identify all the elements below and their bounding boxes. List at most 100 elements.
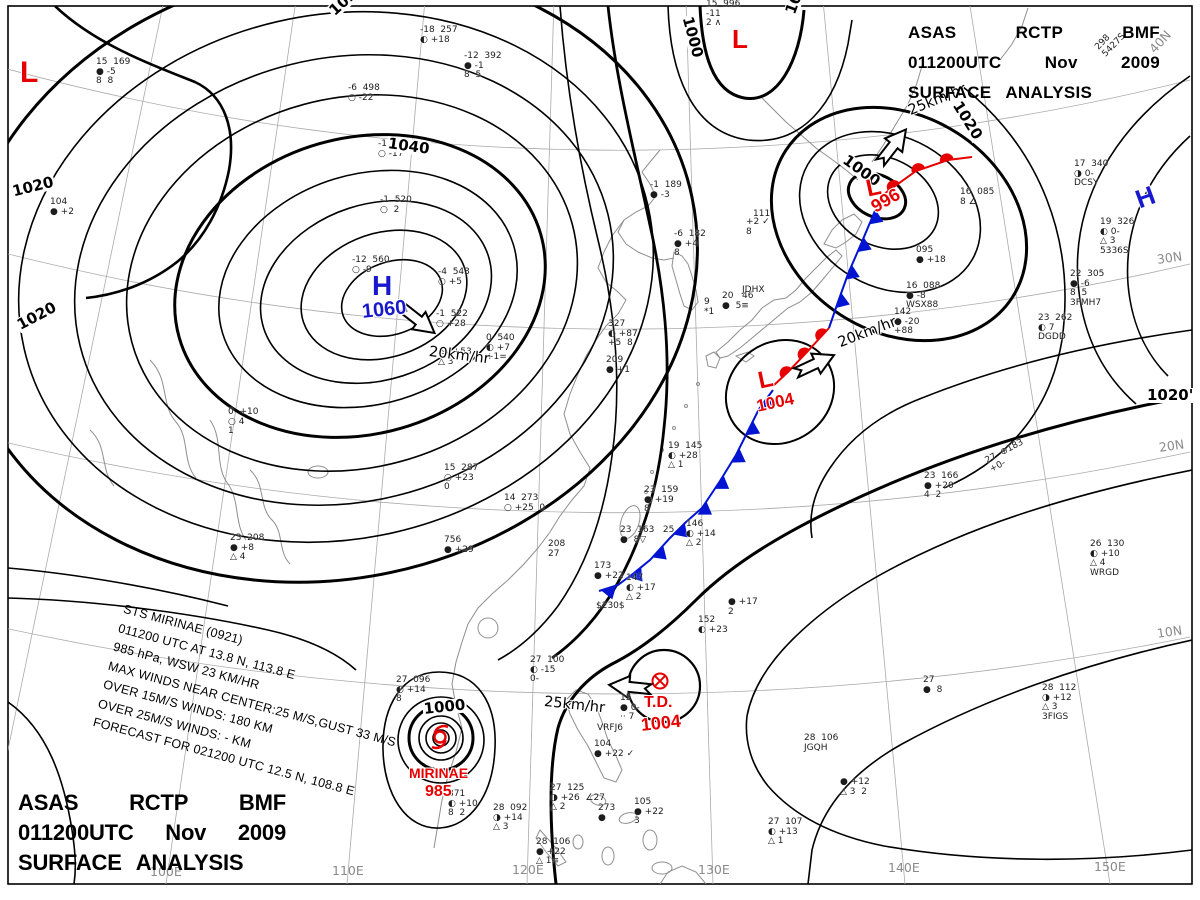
isobar-label: 1020' [1146,386,1195,404]
graticule-label: 140E [888,860,920,875]
pressure-value: 985 [425,783,452,800]
cold-front-triangle-icon [628,567,643,582]
station-plot: -12 560 ○ -9 [352,255,390,275]
station-plot: -18 257 ◐ +18 [420,25,458,45]
graticule-label: 130E [698,862,730,877]
station-plot: 871 ◐ +10 8 2 [448,789,478,818]
station-plot: 0 540 ◐ +7 +1= [486,333,515,362]
station-plot: 14 273 ○ +25 0 [504,493,546,513]
title-line: ASAS RCTP BMF [908,18,1160,48]
station-plot: 208 27 [548,539,566,559]
cold-front-triangle-icon [835,292,850,308]
station-plot: 105 ● +22 3 [634,797,664,826]
title-line: ASAS RCTP BMF [18,788,286,818]
title-token: RCTP [1015,23,1064,42]
station-plot: 9 *1 [704,297,715,317]
station-plot: 173 ● +22 [594,561,624,581]
title-token: 011200UTC [908,53,1002,72]
warm-front-semicircle-icon [939,153,954,163]
station-plot: 15 169 ● -5 8 8 [96,57,131,86]
cold-front-triangle-icon [714,475,730,489]
warm-front-semicircle-icon [911,163,926,173]
isobars [8,6,1192,884]
station-plot: 27 100 ◐ -15 0- [530,655,565,684]
title-token: ANALYSIS [135,850,244,875]
station-plot: -4 543 ○ +5 [438,267,470,287]
station-plot: 209 ● +1 [606,355,630,375]
title-token: BMF [238,790,286,815]
graticule-label: 150E [1094,859,1126,874]
title-token: ANALYSIS [1005,83,1093,102]
pressure-value: 1060 [360,296,408,323]
station-plot: 23 159 ● +19 8 [644,485,679,514]
title-token: 2009 [1120,53,1160,72]
cold-front-triangle-icon [869,209,884,225]
station-plot: 27 096 ◐ +14 8 [396,675,431,704]
station-plot: 104 ● +2 [50,197,74,217]
title-line: SURFACE ANALYSIS [908,78,1160,108]
graticule-lines [8,6,1191,884]
station-plot: 20 46 ● 5≡ [722,291,754,311]
title-token: ASAS [908,23,957,42]
station-plot: 273 ● [598,803,616,823]
cold-front [828,205,884,329]
pressure-center-mirinae: MIRINAE [409,765,469,781]
station-plot: 152 ◐ +23 [698,615,728,635]
station-plot: 15 ● 0- ·· 7 [620,693,640,722]
station-plot: 16 088 ● -8 WSX88 [906,281,941,310]
cold-front-triangle-icon [731,449,746,463]
movement-arrow-icon [873,127,908,169]
cold-front-triangle-icon [759,394,775,409]
warm-front [883,153,973,195]
station-plot: 23 163 25 ● 8▽ [620,525,675,545]
station-plot: 28 106 JGQH [804,733,839,753]
station-plot: 15 996 -11 2 ∧ [706,0,741,28]
station-plot: 756 ● +29 [444,535,474,555]
station-plot: 142 ● -20 +88 [894,307,920,336]
warm-front-semicircle-icon [886,180,900,192]
title-token: Nov [1044,53,1078,72]
pressure-center-h: H [372,270,393,301]
station-plot: 146 ◐ +14 △ 2 [686,519,716,548]
station-plot: 26 130 ◐ +10 △ 4 WRGD [1090,539,1125,578]
station-plot: +2 ✓ 8 [746,217,770,237]
title-line: SURFACE ANALYSIS [18,848,286,878]
station-plot: VRFJ6 [597,723,623,733]
graticule-label: 110E [332,863,364,878]
cold-front-triangle-icon [845,264,860,280]
station-plot: $230$ [596,601,625,611]
station-plot: 111 [753,209,771,219]
station-plot: 23 166 ● +20 4 2 [924,471,959,500]
storm-symbols [431,672,669,750]
station-plot: 27 107 ◐ +13 △ 1 [768,817,803,846]
title-token: BMF [1122,23,1160,42]
cold-front-triangle-icon [652,545,667,560]
station-plot: -1 189 ● -3 [650,180,682,200]
title-token: 011200UTC [18,820,134,845]
pressure-center-td: T.D. [644,694,673,711]
station-plot: 27 ● 8 [923,675,943,695]
title-token: 2009 [237,820,286,845]
tropical-depression-icon [651,672,669,690]
movement-arrow-icon [790,352,836,380]
station-plot: -12 392 ● -1 8 5 [464,51,502,80]
title-line: 011200UTC Nov 2009 [18,818,286,848]
station-plot: 147 ◐ +17 △ 2 [626,573,656,602]
station-plot: 104 ● +22 ✓ [594,739,635,759]
cold-front [598,389,775,600]
station-plot: 23 208 ● +8 △ 4 [230,533,265,562]
station-plot: ● +12 △ 3 2 [840,777,870,797]
cold-front-triangle-icon [697,501,712,515]
station-plot: 17 340 ◑ 0- DCSY [1074,159,1109,188]
station-plot: 0 +10 ○ 4 1 [228,407,259,436]
station-plot: JDHX [742,285,765,295]
map-frame [7,5,1193,885]
movement-arrow-icon [395,300,437,335]
pressure-center-l: L [732,24,748,54]
graticule-label: 120E [512,862,544,877]
tropical-storm-icon [431,724,449,750]
cold-front-triangle-icon [601,585,617,600]
station-plot: -1 520 ○ 2 [380,195,412,215]
station-plot: 15 287 ○ +23 0 [444,463,479,492]
